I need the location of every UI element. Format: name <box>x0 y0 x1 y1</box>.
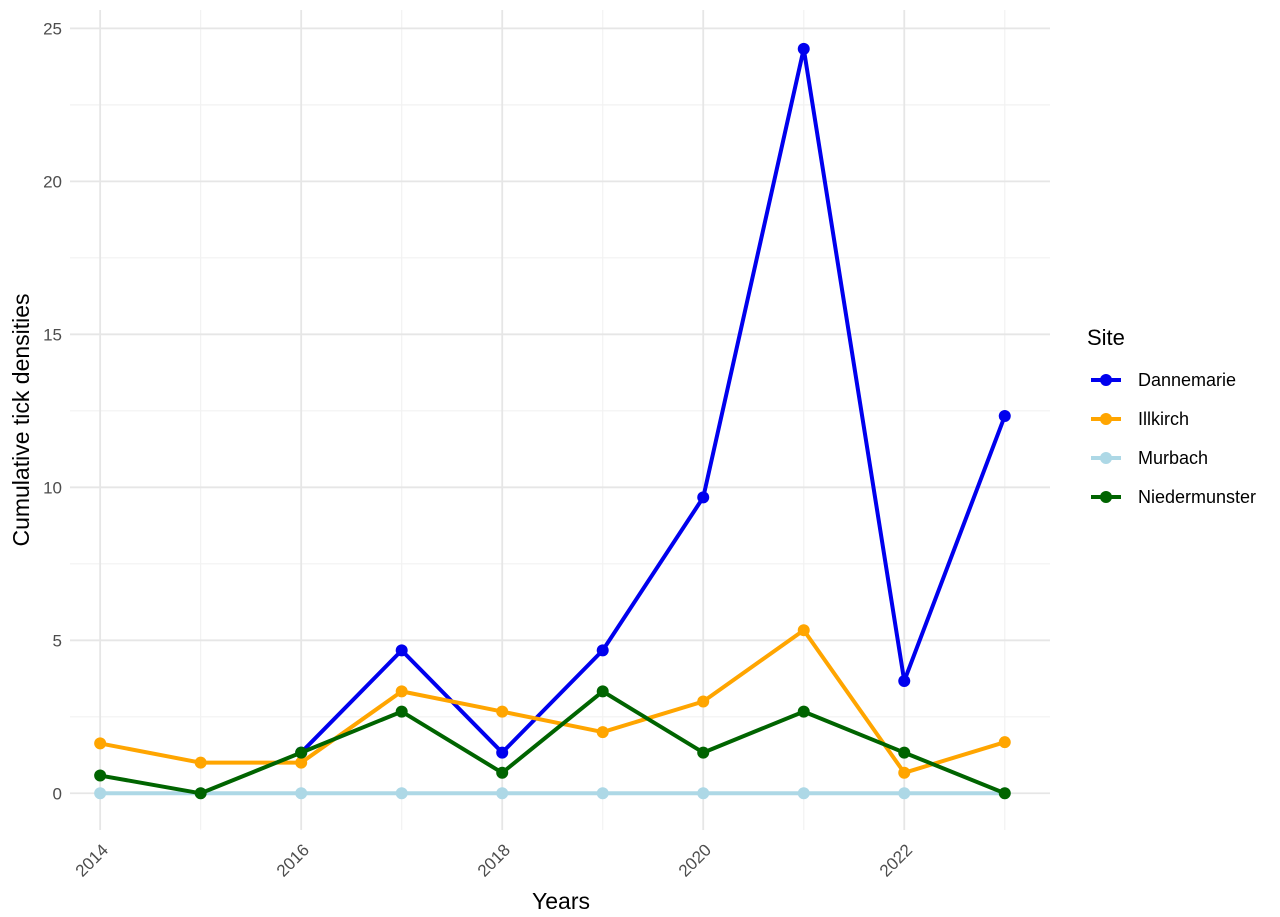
legend-item-illkirch: Illkirch <box>1091 409 1189 429</box>
data-point-niedermunster <box>194 787 207 800</box>
legend-key-point <box>1100 491 1112 503</box>
data-point-dannemarie <box>496 746 509 759</box>
legend-key-point <box>1100 374 1112 386</box>
series-niedermunster <box>94 685 1011 800</box>
y-tick-label: 15 <box>43 325 62 344</box>
data-point-dannemarie <box>998 410 1011 423</box>
series-illkirch <box>94 624 1011 779</box>
data-point-niedermunster <box>697 746 710 759</box>
y-tick-label: 5 <box>53 631 62 650</box>
data-point-niedermunster <box>395 705 408 718</box>
legend-item-dannemarie: Dannemarie <box>1091 370 1236 390</box>
series-line-illkirch <box>98 628 1007 775</box>
y-tick-label: 10 <box>43 478 62 497</box>
legend-key-point <box>1100 452 1112 464</box>
data-point-murbach <box>697 787 710 800</box>
x-tick-label: 2016 <box>273 840 313 880</box>
y-tick-label: 0 <box>53 784 62 803</box>
y-tick-label: 25 <box>43 19 62 38</box>
y-axis-title: Cumulative tick densities <box>8 293 34 546</box>
x-tick-label: 2022 <box>876 840 916 880</box>
series-layer <box>94 42 1011 800</box>
x-axis-ticks: 2014 2016 2018 2020 2022 <box>72 840 916 880</box>
x-tick-label: 2014 <box>72 840 112 880</box>
series-line-niedermunster <box>98 689 1007 796</box>
data-point-illkirch <box>295 756 308 769</box>
x-axis-title: Years <box>532 888 590 914</box>
data-point-niedermunster <box>898 746 911 759</box>
data-point-illkirch <box>596 726 609 739</box>
legend-item-niedermunster: Niedermunster <box>1091 487 1256 507</box>
data-point-illkirch <box>496 705 509 718</box>
legend-label: Murbach <box>1138 448 1208 468</box>
grid-major <box>70 10 1050 830</box>
series-murbach <box>94 787 1011 800</box>
data-point-illkirch <box>697 695 710 708</box>
data-point-illkirch <box>395 685 408 698</box>
data-point-illkirch <box>797 624 810 637</box>
x-tick-label: 2018 <box>474 840 514 880</box>
data-point-dannemarie <box>596 644 609 657</box>
data-point-illkirch <box>998 736 1011 749</box>
data-point-illkirch <box>194 756 207 769</box>
data-point-niedermunster <box>94 769 107 782</box>
data-point-dannemarie <box>898 674 911 687</box>
legend-label: Illkirch <box>1138 409 1189 429</box>
data-point-murbach <box>797 787 810 800</box>
data-point-murbach <box>295 787 308 800</box>
legend-item-murbach: Murbach <box>1091 448 1208 468</box>
x-tick-label: 2020 <box>675 840 715 880</box>
legend-label: Dannemarie <box>1138 370 1236 390</box>
data-point-murbach <box>395 787 408 800</box>
series-line-dannemarie <box>299 46 1007 755</box>
legend-title: Site <box>1087 325 1125 350</box>
legend-key-point <box>1100 413 1112 425</box>
legend: Site Dannemarie Illkirch Murbach Niedermuns… <box>1087 325 1256 507</box>
data-point-niedermunster <box>596 685 609 698</box>
legend-label: Niedermunster <box>1138 487 1256 507</box>
data-point-murbach <box>496 787 509 800</box>
data-point-niedermunster <box>797 705 810 718</box>
data-point-dannemarie <box>395 644 408 657</box>
data-point-niedermunster <box>998 787 1011 800</box>
y-axis-ticks: 0 5 10 15 20 25 <box>43 19 62 803</box>
grid-minor <box>70 10 1050 830</box>
data-point-murbach <box>596 787 609 800</box>
data-point-niedermunster <box>496 766 509 779</box>
data-point-dannemarie <box>797 42 810 55</box>
data-point-niedermunster <box>295 746 308 759</box>
data-point-murbach <box>898 787 911 800</box>
data-point-illkirch <box>94 737 107 750</box>
data-point-illkirch <box>898 766 911 779</box>
y-tick-label: 20 <box>43 172 62 191</box>
data-point-dannemarie <box>697 491 710 504</box>
data-point-murbach <box>94 787 107 800</box>
